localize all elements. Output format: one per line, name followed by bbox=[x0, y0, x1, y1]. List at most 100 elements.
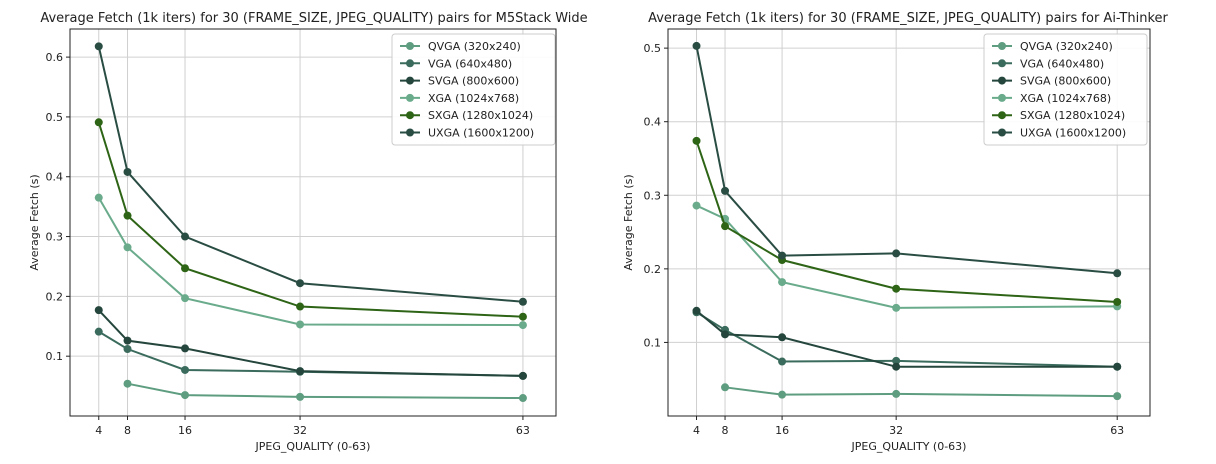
legend-swatch-marker bbox=[998, 111, 1006, 120]
data-point-sxga bbox=[518, 312, 527, 321]
legend-entry: XGA (1024x768) bbox=[1020, 92, 1111, 105]
chart-title: Average Fetch (1k iters) for 30 (FRAME_S… bbox=[40, 11, 587, 26]
y-tick-label: 0.5 bbox=[644, 42, 662, 55]
x-tick-label: 63 bbox=[1110, 424, 1124, 437]
data-point-sxga bbox=[892, 284, 901, 293]
y-axis-label: Average Fetch (s) bbox=[28, 174, 41, 270]
y-tick-label: 0.1 bbox=[644, 336, 662, 349]
line-chart-m5stack: 4 8 16 32 63 0.1 0.2 0.3 0.4 0.5 0.6 Average Fetch … bbox=[28, 11, 588, 453]
data-point-xga bbox=[892, 303, 901, 312]
data-point-sxga bbox=[123, 211, 132, 220]
x-tick-label: 32 bbox=[293, 424, 307, 437]
legend-swatch-marker bbox=[406, 128, 414, 137]
chart-group: 4 8 16 32 63 0.1 0.2 0.3 0.4 0.5 0.6 Average Fetch … bbox=[28, 11, 588, 453]
legend-swatch-marker bbox=[998, 93, 1006, 102]
data-point-svga bbox=[721, 330, 730, 339]
data-point-qvga bbox=[181, 391, 190, 400]
series-line-xga bbox=[97, 197, 523, 327]
data-point-qvga bbox=[518, 394, 527, 403]
x-tick-label: 32 bbox=[889, 424, 903, 437]
legend-entry: VGA (640x480) bbox=[1020, 57, 1104, 70]
series-line-qvga bbox=[724, 386, 1118, 398]
y-tick-label: 0.3 bbox=[644, 189, 662, 202]
legend-entry: VGA (640x480) bbox=[428, 57, 512, 70]
data-point-uxga bbox=[518, 297, 527, 306]
legend-swatch-marker bbox=[406, 111, 414, 120]
series-line-svga bbox=[695, 310, 1118, 368]
data-point-svga bbox=[518, 371, 527, 380]
legend-swatch-marker bbox=[998, 76, 1006, 85]
data-point-svga bbox=[892, 362, 901, 371]
chart-title: Average Fetch (1k iters) for 30 (FRAME_S… bbox=[648, 11, 1168, 26]
data-point-uxga bbox=[94, 42, 103, 51]
data-point-sxga bbox=[1113, 297, 1122, 306]
data-point-svga bbox=[181, 344, 190, 353]
x-axis-label: JPEG_QUALITY (0-63) bbox=[851, 440, 967, 453]
data-point-xga bbox=[94, 193, 103, 202]
data-point-vga bbox=[892, 356, 901, 365]
legend-swatch-marker bbox=[406, 93, 414, 102]
data-point-svga bbox=[1113, 362, 1122, 371]
data-point-sxga bbox=[181, 264, 190, 273]
data-point-qvga bbox=[296, 392, 305, 401]
legend-entry: QVGA (320x240) bbox=[428, 40, 521, 53]
data-point-xga bbox=[181, 294, 190, 303]
x-tick-label: 8 bbox=[722, 424, 729, 437]
plot-frame bbox=[69, 28, 557, 417]
y-tick-label: 0.4 bbox=[46, 171, 64, 184]
y-tick-label: 0.4 bbox=[644, 116, 662, 129]
legend-box bbox=[391, 33, 556, 146]
data-point-qvga bbox=[778, 390, 787, 399]
legend-swatch-marker bbox=[998, 42, 1006, 50]
series-line-sxga bbox=[695, 140, 1118, 303]
data-point-sxga bbox=[721, 222, 730, 231]
x-tick-label: 4 bbox=[693, 424, 700, 437]
series-line-svga bbox=[98, 309, 523, 377]
data-point-svga bbox=[94, 306, 103, 315]
legend-swatch-marker bbox=[406, 76, 414, 85]
plot-frame bbox=[667, 28, 1151, 417]
data-point-xga bbox=[778, 278, 787, 287]
data-point-svga bbox=[123, 336, 132, 345]
data-point-qvga bbox=[1113, 392, 1122, 401]
data-point-uxga bbox=[181, 232, 190, 241]
x-tick-label: 4 bbox=[95, 424, 102, 437]
legend-entry: SXGA (1280x1024) bbox=[428, 109, 533, 122]
x-tick-label: 16 bbox=[178, 424, 192, 437]
data-point-sxga bbox=[692, 136, 701, 145]
data-point-vga bbox=[181, 365, 190, 374]
series-line-sxga bbox=[97, 122, 523, 318]
x-tick-label: 8 bbox=[124, 424, 131, 437]
x-tick-label: 16 bbox=[775, 424, 789, 437]
x-tick-label: 63 bbox=[516, 424, 530, 437]
legend-swatch-marker bbox=[406, 42, 414, 50]
data-point-uxga bbox=[123, 167, 132, 176]
data-point-uxga bbox=[721, 186, 730, 195]
data-point-svga bbox=[778, 333, 787, 342]
y-axis-label: Average Fetch (s) bbox=[622, 174, 635, 270]
y-tick-label: 0.6 bbox=[46, 51, 64, 64]
data-point-uxga bbox=[296, 279, 305, 288]
legend-swatch-marker bbox=[998, 128, 1006, 137]
y-tick-label: 0.2 bbox=[46, 290, 64, 303]
y-tick-label: 0.3 bbox=[46, 231, 64, 244]
legend-swatch-marker bbox=[406, 59, 414, 68]
data-point-vga bbox=[778, 357, 787, 366]
legend-box bbox=[983, 33, 1148, 146]
chart-panel-m5stack: 4 8 16 32 63 0.1 0.2 0.3 0.4 0.5 0.6 Average Fetch … bbox=[28, 11, 588, 453]
data-point-svga bbox=[692, 306, 701, 315]
legend-entry: SVGA (800x600) bbox=[1020, 75, 1111, 88]
series-line-vga bbox=[98, 330, 523, 377]
data-point-xga bbox=[296, 320, 305, 329]
chart-panel-ai-thinker: 4 8 16 32 63 0.1 0.2 0.3 0.4 0.5 Average Fetch (1k… bbox=[608, 0, 1216, 464]
legend-entry: UXGA (1600x1200) bbox=[1020, 127, 1126, 140]
y-tick-label: 0.1 bbox=[46, 350, 64, 363]
series-line-qvga bbox=[127, 382, 523, 400]
data-point-xga bbox=[123, 243, 132, 252]
legend-swatch-marker bbox=[998, 59, 1006, 68]
y-tick-label: 0.2 bbox=[644, 263, 662, 276]
y-tick-label: 0.5 bbox=[46, 111, 64, 124]
legend-entry: XGA (1024x768) bbox=[428, 92, 519, 105]
data-point-uxga bbox=[892, 249, 901, 258]
data-point-sxga bbox=[94, 118, 103, 127]
